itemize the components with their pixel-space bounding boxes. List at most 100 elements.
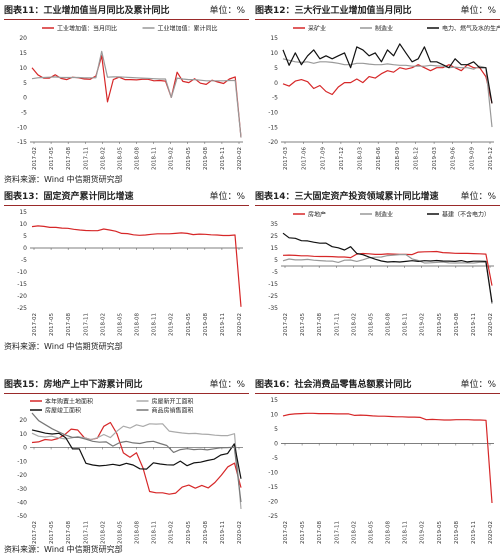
x-tick-label: 2019-05	[186, 147, 192, 170]
x-tick-label: 2017-12	[339, 147, 345, 170]
line-chart-industrial-value-added: 工业增加值：当月同比 工业增加值：累计同比 -15 -10 -5 0 5 10 15 20 2017…	[17, 25, 243, 170]
y-tick-label: -25	[268, 513, 278, 520]
x-tick-label: 2018-11	[152, 521, 158, 544]
series-line	[31, 421, 242, 495]
x-tick-label: 2018-11	[403, 313, 409, 336]
series-line	[31, 225, 242, 307]
x-tick-label: 2017-08	[66, 147, 72, 170]
title-rule	[4, 393, 249, 394]
x-tick-label: 2020-02	[488, 313, 494, 336]
x-tick-label: 2018-05	[117, 521, 123, 544]
x-tick-label: 2019-02	[420, 313, 426, 336]
y-tick-label: 5	[274, 426, 278, 433]
series-line	[282, 253, 493, 304]
y-tick-label: -10	[17, 458, 27, 465]
legend-label: 房屋新开工面积	[152, 398, 194, 406]
x-tick-label: 2017-11	[83, 147, 89, 170]
y-tick-label: 10	[19, 65, 27, 72]
x-tick-label: 2018-08	[135, 313, 141, 336]
x-tick-label: 2018-11	[152, 313, 158, 336]
line-chart-retail-sales: -25 -20 -15 -10 -5 0 5 10 15 2017-02 2017-05 2017-0…	[268, 397, 494, 544]
x-tick-label: 2019-08	[203, 147, 209, 170]
x-tick-label: 2019-12	[488, 147, 494, 170]
x-tick-label: 2017-08	[317, 313, 323, 336]
x-tick-label: 2019-05	[186, 521, 192, 544]
x-tick-label: 2019-02	[169, 147, 175, 170]
y-tick-label: -10	[268, 109, 278, 116]
y-tick-label: -20	[268, 499, 278, 506]
legend-label: 基建（不含电力）	[442, 211, 490, 219]
x-tick-label: 2017-11	[334, 521, 340, 544]
chart-unit: 单位：%	[460, 192, 496, 202]
series-line	[282, 43, 493, 104]
legend-label: 制造业	[375, 211, 393, 219]
chart-panel-5: 图表15：房地产上中下游累计同比 单位：% 本年购置土地面积 房屋新开工面积 房屋竣…	[4, 378, 249, 558]
legend-label: 工业增加值：累计同比	[158, 25, 218, 33]
chart-panel-2: 图表12：三大行业工业增加值当月同比 单位：% 采矿业 制造业 电力、燃气及水的生产…	[255, 4, 500, 174]
x-tick-label: 2018-12	[413, 147, 419, 170]
chart-title: 图表12：三大行业工业增加值当月同比	[255, 6, 412, 16]
chart-title-row: 图表16：社会消费品零售总额累计同比 单位：%	[255, 378, 500, 394]
source-note: 资料来源：Wind 中信期货研究部	[4, 175, 123, 184]
x-tick-label: 2019-11	[220, 313, 226, 336]
series-line	[31, 412, 242, 503]
x-tick-label: 2020-02	[237, 313, 243, 336]
chart-title: 图表15：房地产上中下游累计同比	[4, 380, 143, 390]
x-tick-label: 2018-08	[386, 521, 392, 544]
chart-unit: 单位：%	[460, 6, 496, 16]
x-tick-label: 2017-02	[32, 147, 38, 170]
title-rule	[255, 205, 500, 206]
x-tick-label: 2019-11	[471, 313, 477, 336]
legend-label: 电力、燃气及水的生产和供应业	[442, 25, 500, 33]
x-tick-label: 2017-05	[300, 313, 306, 336]
y-tick-label: 15	[270, 397, 278, 404]
x-tick-label: 2017-02	[283, 313, 289, 336]
legend-label: 制造业	[375, 25, 393, 33]
chart-title-row: 图表15：房地产上中下游累计同比 单位：%	[4, 378, 249, 394]
series-line	[282, 58, 493, 128]
y-tick-label: -15	[17, 281, 27, 288]
x-tick-label: 2018-05	[368, 521, 374, 544]
y-tick-label: 0	[274, 80, 278, 87]
y-tick-label: -20	[17, 293, 27, 300]
x-tick-label: 2020-02	[237, 147, 243, 170]
y-tick-label: -40	[17, 499, 27, 506]
x-tick-label: 2017-02	[283, 521, 289, 544]
x-tick-label: 2018-11	[403, 521, 409, 544]
x-tick-label: 2019-08	[203, 521, 209, 544]
y-tick-label: -5	[272, 455, 278, 462]
chart-unit: 单位：%	[209, 6, 245, 16]
y-tick-label: 15	[270, 245, 278, 252]
x-tick-label: 2019-08	[203, 313, 209, 336]
y-tick-label: 15	[19, 50, 27, 57]
chart-title-row: 图表11：工业增加值当月同比及累计同比 单位：%	[4, 4, 249, 20]
x-tick-label: 2018-08	[386, 313, 392, 336]
series-line	[282, 64, 493, 104]
chart-panel-4: 图表14：三大固定资产投资领域累计同比增速 单位：% 房地产 制造业 基建（不含电力…	[255, 190, 500, 350]
x-tick-label: 2018-02	[100, 521, 106, 544]
y-tick-label: -25	[17, 305, 27, 312]
line-chart-three-investment-fields: 房地产 制造业 基建（不含电力） -35 -25 -15 -5 5 15 25 35 2017-02 2…	[268, 211, 494, 336]
x-tick-label: 2019-03	[432, 147, 438, 170]
x-tick-label: 2018-03	[358, 147, 364, 170]
chart-panel-1: 图表11：工业增加值当月同比及累计同比 单位：% 工业增加值：当月同比 工业增加值…	[4, 4, 249, 184]
x-tick-label: 2018-06	[376, 147, 382, 170]
x-tick-label: 2019-05	[437, 521, 443, 544]
x-tick-label: 2018-05	[117, 313, 123, 336]
x-tick-label: 2017-02	[32, 313, 38, 336]
source-note: 资料来源：Wind 中信期货研究部	[4, 545, 123, 554]
x-tick-label: 2019-02	[169, 313, 175, 336]
y-tick-label: -10	[268, 470, 278, 477]
x-tick-label: 2017-11	[334, 313, 340, 336]
x-tick-label: 2020-02	[237, 521, 243, 544]
y-tick-label: 5	[274, 257, 278, 264]
y-tick-label: 0	[23, 95, 27, 102]
y-tick-label: -15	[268, 484, 278, 491]
series-line	[282, 250, 493, 286]
y-tick-label: 5	[23, 233, 27, 240]
x-tick-label: 2018-05	[368, 313, 374, 336]
x-tick-label: 2017-05	[49, 521, 55, 544]
x-tick-label: 2017-09	[320, 147, 326, 170]
y-tick-label: 10	[270, 50, 278, 57]
y-tick-label: -35	[268, 305, 278, 312]
